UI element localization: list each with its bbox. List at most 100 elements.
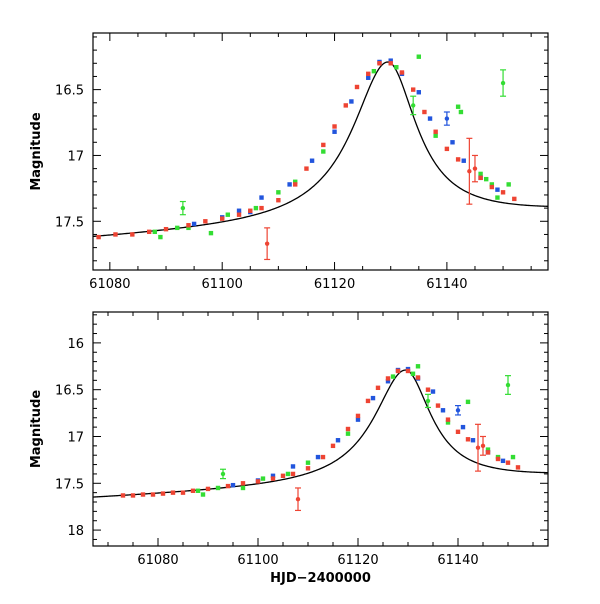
data-point-green — [390, 374, 396, 379]
data-point-red — [236, 212, 242, 217]
series-green — [195, 364, 516, 497]
data-point-red — [225, 483, 231, 489]
axes-frame — [92, 32, 549, 271]
y-tick-label: 16 — [67, 337, 84, 352]
x-axis-label: HJD−2400000 — [270, 571, 371, 586]
data-point-red — [472, 166, 478, 171]
data-point-red — [505, 460, 511, 465]
data-point-red — [190, 488, 196, 493]
model-curve — [93, 369, 548, 498]
data-point-green — [253, 205, 259, 211]
data-point-red — [130, 232, 135, 237]
data-point-red — [354, 84, 360, 90]
data-point-red — [140, 492, 146, 497]
data-point-green — [345, 431, 351, 436]
data-point-red — [465, 437, 471, 442]
data-point-green — [152, 229, 157, 235]
data-point-red — [478, 175, 483, 181]
data-point-blue — [366, 75, 371, 80]
data-point-red — [422, 109, 427, 115]
data-point-red — [321, 142, 326, 148]
data-point-green — [240, 485, 246, 491]
x-tick-label: 61080 — [137, 553, 178, 568]
data-point-blue — [385, 379, 391, 384]
data-point-green — [455, 104, 461, 109]
x-tick-label: 61140 — [437, 553, 478, 568]
data-point-green — [465, 399, 471, 405]
panel-1: 61080 61100 61120 61140 16.5 17 17.5 Magnitude — [29, 32, 549, 292]
data-point-red — [290, 471, 296, 477]
data-point-red — [385, 376, 391, 381]
plot-area — [93, 364, 548, 512]
data-point-red — [180, 490, 186, 495]
data-point-red — [455, 157, 461, 162]
y-tick-label: 16.5 — [55, 384, 84, 399]
y-axis-label: Magnitude — [29, 390, 44, 469]
data-point-green — [425, 398, 431, 404]
x-tick-label: 61100 — [202, 277, 243, 292]
data-point-red — [293, 182, 298, 187]
data-point-green — [484, 176, 489, 182]
data-point-green — [200, 492, 206, 497]
data-point-red — [480, 443, 486, 449]
data-point-red — [515, 465, 521, 470]
data-point-blue — [416, 90, 422, 95]
data-point-green — [293, 179, 298, 184]
data-point-green — [415, 364, 421, 369]
data-point-green — [394, 65, 399, 70]
data-point-blue — [388, 58, 393, 63]
data-point-green — [458, 109, 464, 115]
data-point-blue — [461, 158, 466, 163]
data-point-blue — [450, 140, 455, 145]
data-point-red — [130, 493, 136, 498]
data-point-blue — [460, 424, 466, 430]
data-point-red — [248, 208, 253, 213]
data-point-green — [485, 447, 491, 452]
data-point-green — [195, 488, 201, 493]
data-point-blue — [427, 116, 433, 121]
series-red — [96, 61, 517, 261]
data-point-green — [500, 80, 506, 86]
model-curve — [93, 61, 548, 238]
x-tick-label: 61120 — [314, 277, 355, 292]
data-point-red — [295, 497, 301, 502]
data-point-blue — [309, 158, 315, 163]
data-point-blue — [370, 395, 376, 401]
data-point-green — [186, 225, 191, 231]
x-tick-label: 61100 — [237, 553, 278, 568]
data-point-red — [444, 146, 450, 152]
data-point-red — [96, 234, 101, 240]
x-tick-label: 61120 — [337, 553, 378, 568]
data-point-red — [330, 443, 336, 449]
data-point-green — [158, 234, 163, 240]
data-point-green — [445, 420, 451, 425]
y-tick-label: 18 — [67, 524, 84, 539]
data-point-red — [377, 61, 382, 66]
data-point-red — [445, 417, 451, 422]
data-point-blue — [430, 389, 436, 394]
data-point-green — [410, 103, 416, 108]
data-point-blue — [270, 473, 276, 478]
data-point-green — [410, 371, 416, 376]
data-point-red — [163, 226, 169, 232]
data-point-red — [410, 87, 416, 92]
data-point-green — [276, 190, 281, 195]
data-point-blue — [355, 417, 361, 422]
data-point-red — [365, 398, 371, 404]
data-point-red — [150, 492, 156, 497]
data-point-green — [285, 471, 291, 477]
data-point-red — [240, 481, 246, 486]
data-point-red — [146, 229, 152, 235]
data-point-blue — [455, 408, 461, 413]
data-point-red — [395, 368, 401, 374]
plot-area — [93, 54, 548, 261]
data-point-red — [280, 473, 286, 478]
data-point-red — [203, 219, 208, 224]
data-point-blue — [290, 464, 296, 469]
data-point-green — [175, 225, 180, 231]
data-point-red — [160, 491, 166, 496]
y-axis: 16 16.5 17 17.5 18 — [55, 314, 548, 540]
data-point-blue — [287, 182, 292, 187]
data-point-red — [186, 223, 191, 228]
